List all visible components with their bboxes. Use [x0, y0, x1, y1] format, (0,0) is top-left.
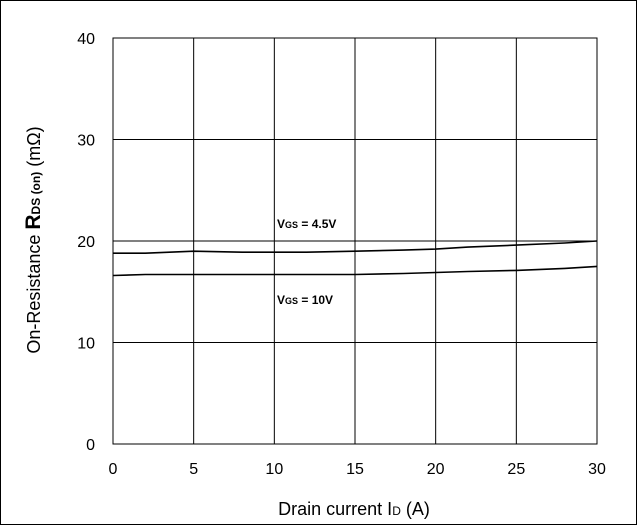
series-label-vgs-10v: VGS = 10V — [277, 293, 333, 307]
y-axis-title: On-Resistance RDS (on) (mΩ) — [22, 126, 45, 353]
x-axis-title: Drain current ID (A) — [278, 499, 430, 519]
y-tick-label-4: 40 — [77, 31, 95, 48]
x-tick-label-2: 10 — [265, 461, 283, 478]
x-tick-label-4: 20 — [427, 461, 445, 478]
x-tick-labels: 0 5 10 15 20 25 30 — [109, 461, 606, 478]
series-line-1 — [112, 265, 598, 277]
x-tick-label-5: 25 — [507, 461, 525, 478]
y-tick-label-3: 30 — [77, 133, 95, 150]
x-tick-label-6: 30 — [588, 461, 606, 478]
series-line-0 — [113, 240, 598, 254]
x-tick-label-1: 5 — [189, 461, 198, 478]
x-tick-label-0: 0 — [109, 461, 118, 478]
y-tick-label-1: 10 — [77, 336, 95, 353]
y-tick-labels: 0 10 20 30 40 — [77, 31, 95, 454]
series-lines — [112, 240, 598, 277]
y-tick-label-0: 0 — [86, 437, 95, 454]
series-label-vgs-4-5v: VGS = 4.5V — [277, 217, 336, 231]
x-tick-label-3: 15 — [346, 461, 364, 478]
y-tick-label-2: 20 — [77, 234, 95, 251]
